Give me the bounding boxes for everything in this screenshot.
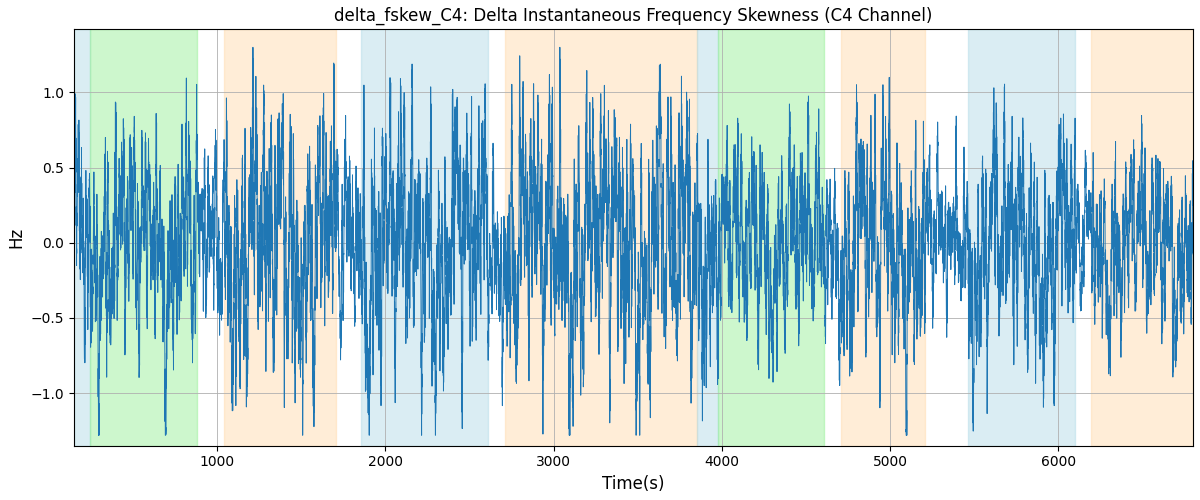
X-axis label: Time(s): Time(s) <box>602 475 665 493</box>
Bar <box>223 30 336 446</box>
Title: delta_fskew_C4: Delta Instantaneous Frequency Skewness (C4 Channel): delta_fskew_C4: Delta Instantaneous Freq… <box>335 7 932 25</box>
Bar <box>505 30 696 446</box>
Bar <box>841 30 925 446</box>
Bar <box>719 30 824 446</box>
Y-axis label: Hz: Hz <box>7 227 25 248</box>
Bar <box>90 30 197 446</box>
Bar <box>967 30 1075 446</box>
Bar <box>697 30 719 446</box>
Bar <box>1091 30 1193 446</box>
Bar <box>361 30 488 446</box>
Bar <box>74 30 90 446</box>
